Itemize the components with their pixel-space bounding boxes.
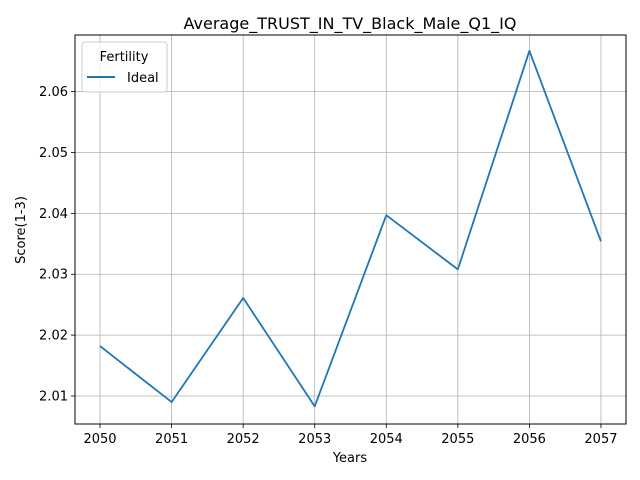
y-tick-label: 2.06 (39, 85, 68, 100)
y-tick-label: 2.03 (39, 268, 68, 283)
x-axis-label: Years (332, 451, 368, 466)
y-tick-label: 2.01 (39, 389, 68, 404)
x-axis-ticks: 2050 2051 2052 2053 2054 2055 2056 2057 (83, 424, 618, 447)
legend: Fertility Ideal (81, 41, 168, 93)
plot-frame (74, 34, 627, 425)
y-axis-ticks: 2.01 2.02 2.03 2.04 2.05 2.06 (39, 85, 75, 404)
x-tick-label: 2053 (298, 432, 331, 447)
x-tick-label: 2056 (513, 432, 546, 447)
x-tick-label: 2054 (370, 432, 403, 447)
x-tick-label: 2051 (155, 432, 188, 447)
data-point (528, 50, 530, 52)
legend-box (81, 41, 168, 93)
legend-label-ideal: Ideal (127, 71, 159, 86)
plot-series (99, 49, 602, 408)
grid-lines (75, 35, 626, 424)
x-tick-label: 2055 (441, 432, 474, 447)
y-tick-label: 2.02 (39, 329, 68, 344)
x-tick-label: 2050 (83, 432, 116, 447)
data-point (457, 268, 459, 270)
chart-title: Average_TRUST_IN_TV_Black_Male_Q1_IQ (184, 14, 517, 34)
y-tick-label: 2.04 (39, 207, 68, 222)
data-point (314, 405, 316, 407)
y-axis-label: Score(1-3) (14, 196, 29, 264)
y-tick-label: 2.05 (39, 146, 68, 161)
x-tick-label: 2052 (227, 432, 260, 447)
data-point (99, 345, 101, 347)
data-point (242, 297, 244, 299)
x-tick-label: 2057 (584, 432, 617, 447)
data-point (171, 401, 173, 403)
series-line-ideal (99, 49, 602, 408)
data-point (600, 240, 602, 242)
legend-title: Fertility (100, 50, 149, 65)
data-point (385, 214, 387, 216)
